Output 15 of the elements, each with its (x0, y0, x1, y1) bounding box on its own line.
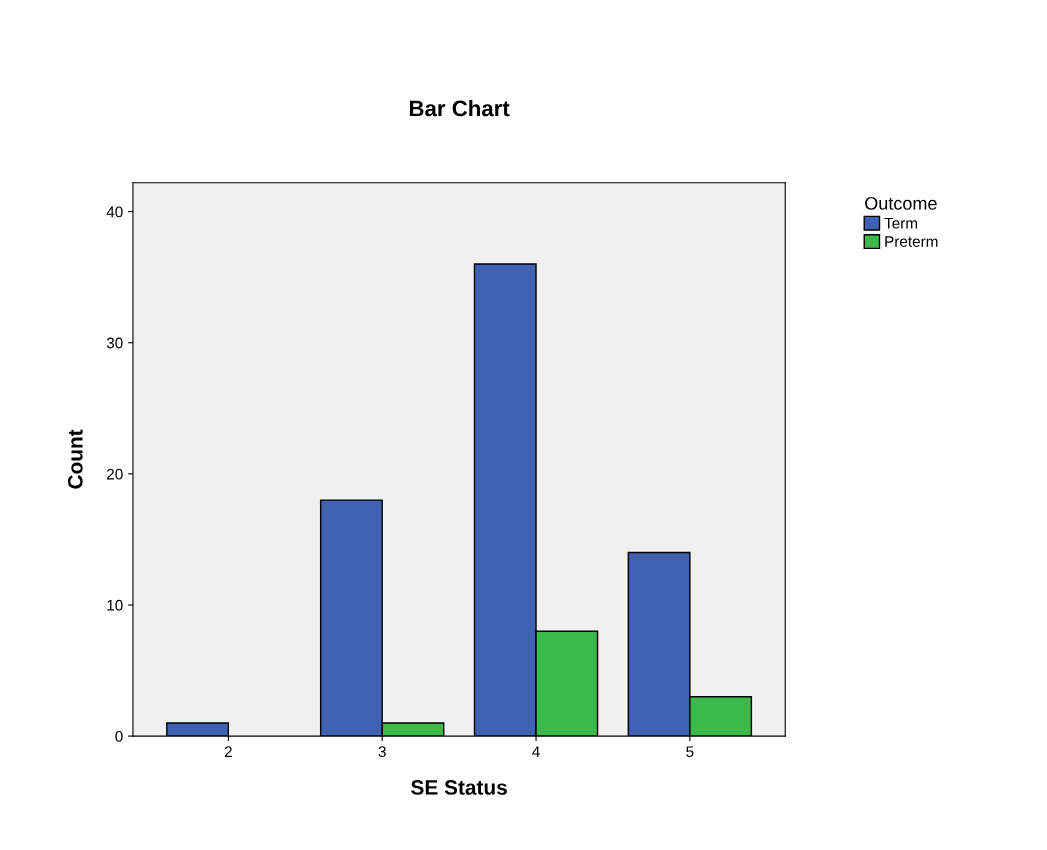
x-tick-label: 5 (686, 746, 694, 758)
y-tick-label: 30 (106, 337, 123, 349)
y-tick-label: 0 (115, 730, 123, 742)
y-tick-label: 40 (106, 206, 123, 218)
chart-title: Bar Chart (409, 99, 510, 117)
x-axis-title: SE Status (411, 780, 507, 795)
legend-label: Term (884, 217, 918, 229)
x-tick-label: 4 (532, 746, 540, 757)
x-tick-label: 3 (378, 746, 386, 758)
legend-label: Preterm (885, 236, 938, 247)
y-axis-title: Count (67, 429, 83, 489)
legend-title: Outcome (865, 196, 937, 210)
y-tick-label: 10 (107, 599, 123, 611)
y-tick-label: 20 (107, 468, 123, 480)
x-tick-label: 2 (224, 746, 232, 757)
